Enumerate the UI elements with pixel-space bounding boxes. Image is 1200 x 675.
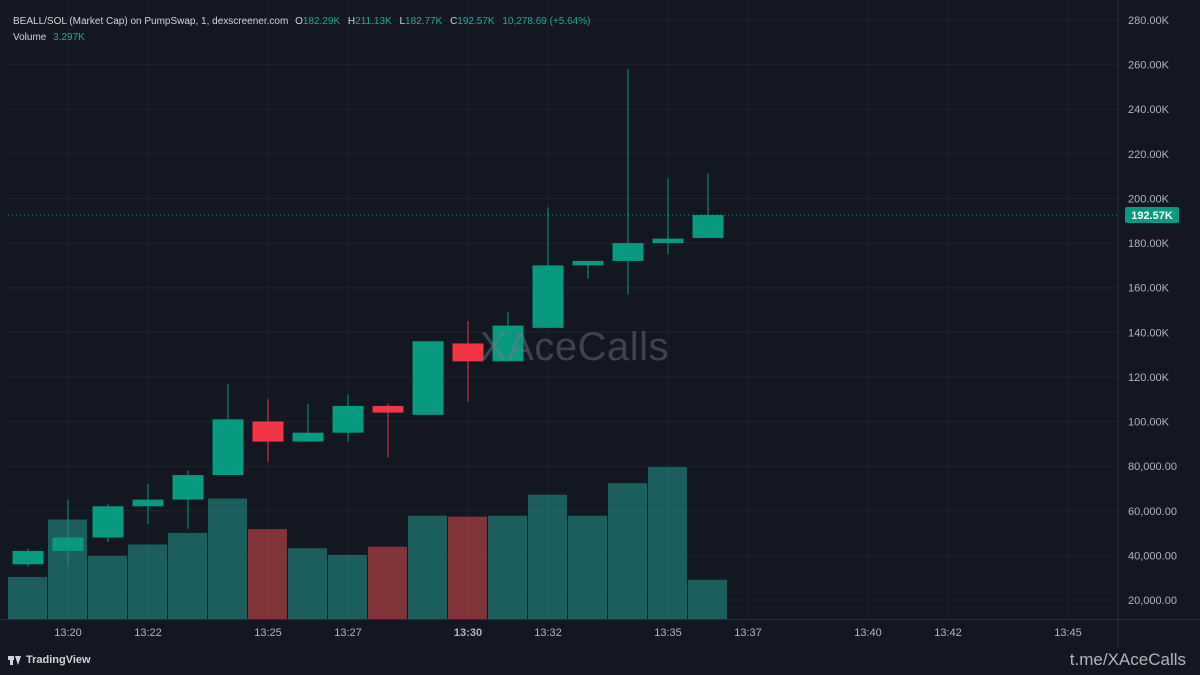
price-tick-label: 60,000.00 <box>1128 506 1177 518</box>
candle-body <box>332 405 364 433</box>
chart-legend: BEALL/SOL (Market Cap) on PumpSwap, 1, d… <box>13 14 590 46</box>
price-tick-label: 80,000.00 <box>1128 461 1177 473</box>
candle-body <box>12 550 44 565</box>
time-tick-label: 13:42 <box>934 627 962 639</box>
low-value: 182.77K <box>405 16 443 27</box>
candle-body <box>412 341 444 415</box>
candlestick-chart[interactable]: 280.00K 260.00K 240.00K 220.00K 200.00K 180.0… <box>0 0 1200 647</box>
price-tick-label: 180.00K <box>1128 238 1170 250</box>
price-tick-label: 240.00K <box>1128 104 1170 116</box>
tradingview-logo[interactable]: TradingView <box>8 654 91 666</box>
candle-body <box>172 475 204 500</box>
price-tick-label: 140.00K <box>1128 327 1170 339</box>
time-tick-label: 13:27 <box>334 627 362 639</box>
volume-bar <box>248 529 287 619</box>
candle-body <box>692 215 724 238</box>
candle-body <box>52 537 84 551</box>
pair-title: BEALL/SOL (Market Cap) on PumpSwap, 1, d… <box>13 16 289 27</box>
volume-bar <box>488 515 527 619</box>
volume-bar <box>368 546 407 619</box>
candle-body <box>532 265 564 328</box>
high-label: H <box>347 16 356 27</box>
candle-body <box>652 238 684 244</box>
price-tick-label: 200.00K <box>1128 193 1170 205</box>
candle-body <box>252 421 284 442</box>
change-value: 10,278.69 (+5.64%) <box>502 16 591 27</box>
volume-bar <box>168 532 207 619</box>
price-tick-label: 120.00K <box>1128 372 1170 384</box>
volume-bar <box>688 579 727 619</box>
time-tick-label: 13:32 <box>534 627 562 639</box>
price-tick-label: 40,000.00 <box>1128 550 1177 562</box>
tradingview-brand: TradingView <box>26 654 91 666</box>
footer-bar <box>0 647 1200 675</box>
high-value: 211.13K <box>355 16 392 27</box>
time-tick-label: 13:35 <box>654 627 682 639</box>
volume-bar <box>568 515 607 619</box>
volume-bar <box>408 515 447 619</box>
time-tick-label: 13:45 <box>1054 627 1082 639</box>
volume-bar <box>648 466 687 619</box>
volume-bar <box>128 544 167 619</box>
time-tick-label: 13:20 <box>54 627 82 639</box>
current-price-badge <box>1125 207 1179 224</box>
close-value: 192.57K <box>457 16 495 27</box>
time-tick-label: 13:37 <box>734 627 762 639</box>
open-value: 182.29K <box>302 16 341 27</box>
volume-bar <box>528 494 567 619</box>
time-tick-label: 13:22 <box>134 627 162 639</box>
volume-bar <box>8 576 47 619</box>
legend-row-price: BEALL/SOL (Market Cap) on PumpSwap, 1, d… <box>13 14 590 30</box>
volume-bar <box>328 554 367 619</box>
price-tick-label: 220.00K <box>1128 149 1170 161</box>
volume-value: 3.297K <box>53 32 85 43</box>
current-price-label: 192.57K <box>1131 210 1173 222</box>
price-tick-label: 160.00K <box>1128 283 1170 295</box>
candle-body <box>92 506 124 538</box>
candle-body <box>492 325 524 362</box>
time-tick-label: 13:40 <box>854 627 882 639</box>
time-tick-label: 13:30 <box>454 627 482 639</box>
candle-body <box>572 260 604 266</box>
close-label: C <box>450 16 458 27</box>
volume-bar <box>448 516 487 619</box>
candle-body <box>132 499 164 507</box>
tradingview-logo-icon <box>8 655 22 665</box>
candle-body <box>212 419 244 476</box>
candle-body <box>452 343 484 362</box>
price-tick-label: 100.00K <box>1128 417 1170 429</box>
watermark-text: XAceCalls <box>480 325 670 369</box>
candle-body <box>372 405 404 413</box>
low-label: L <box>399 16 406 27</box>
price-tick-label: 280.00K <box>1128 15 1170 27</box>
candle-body <box>292 432 324 442</box>
time-tick-label: 13:25 <box>254 627 282 639</box>
volume-bar <box>608 483 647 619</box>
volume-bar <box>288 548 327 619</box>
volume-bar <box>88 555 127 619</box>
legend-row-volume: Volume 3.297K <box>13 30 590 46</box>
price-tick-label: 20,000.00 <box>1128 595 1177 607</box>
candle-body <box>612 243 644 261</box>
open-label: O <box>295 16 303 27</box>
price-tick-label: 260.00K <box>1128 60 1170 72</box>
telegram-link[interactable]: t.me/XAceCalls <box>1069 650 1186 669</box>
volume-label: Volume <box>13 32 47 43</box>
volume-bar <box>208 498 247 619</box>
